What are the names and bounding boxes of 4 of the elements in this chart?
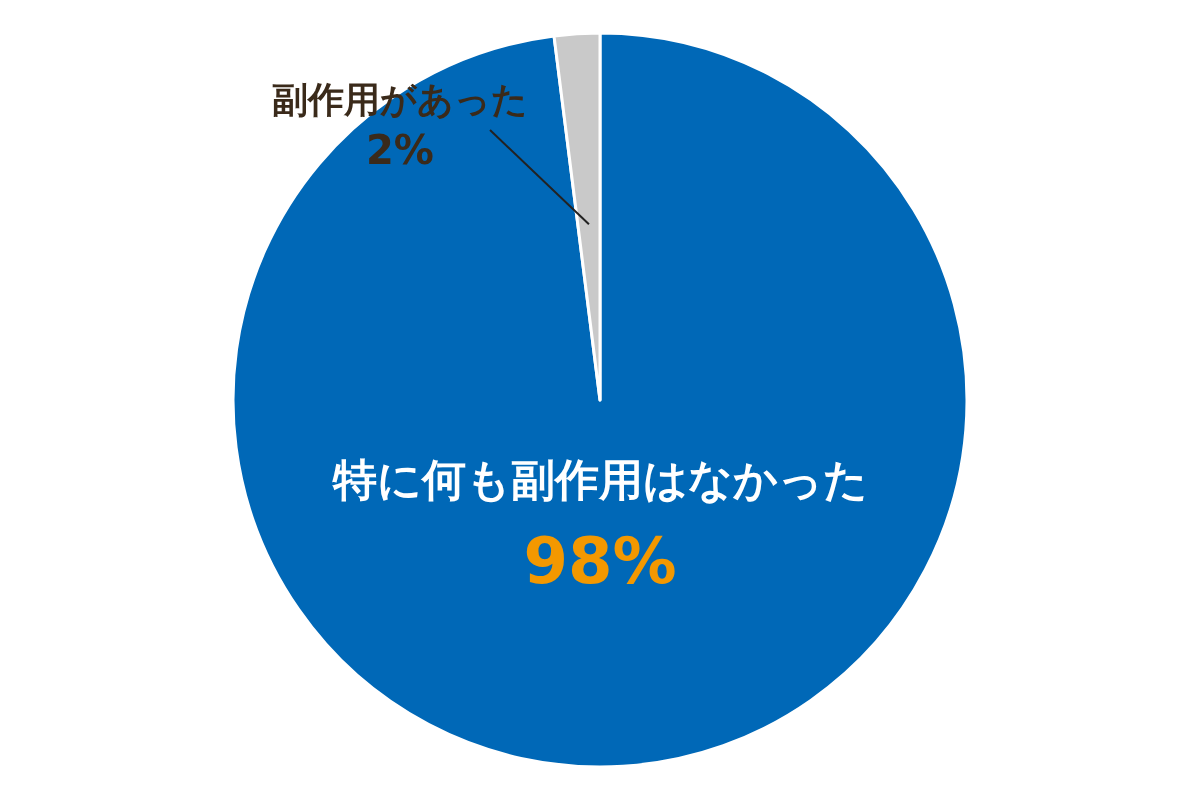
data-label: 2% — [366, 127, 434, 173]
pie-slice — [231, 31, 969, 768]
slice-label: 特に何も副作用はなかった — [331, 454, 868, 505]
data-label: 98% — [523, 524, 677, 598]
